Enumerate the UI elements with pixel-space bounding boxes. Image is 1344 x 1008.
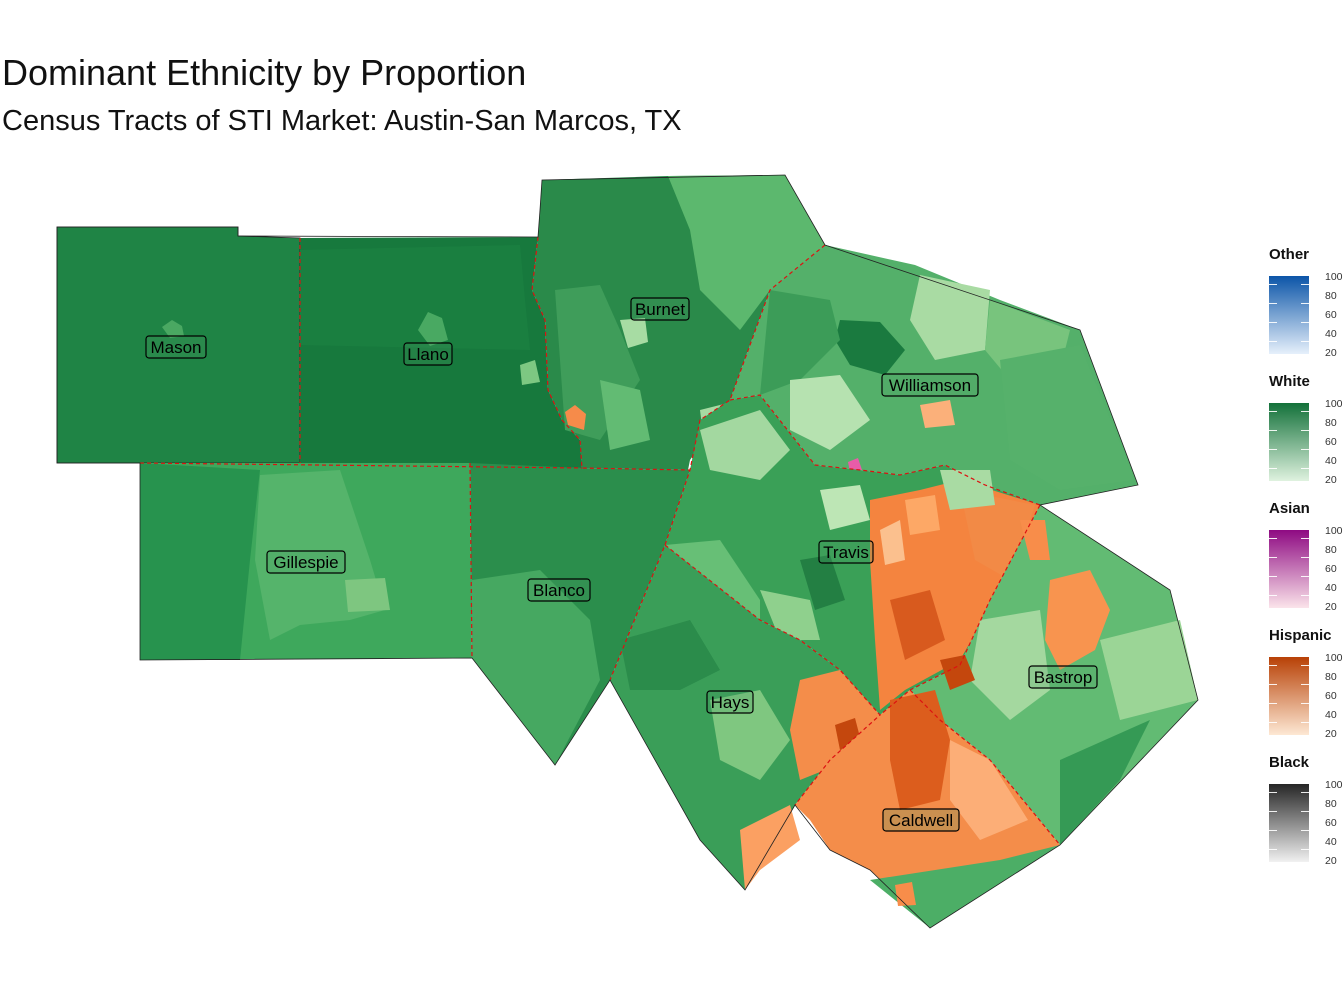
legend-tick: 40 <box>1325 836 1337 848</box>
legend-title: Other <box>1269 246 1310 263</box>
legend-title: White <box>1269 373 1310 390</box>
county-bastrop <box>910 505 1198 845</box>
county-gillespie <box>140 463 472 660</box>
legend-tick: 20 <box>1325 474 1337 486</box>
legend-title: Hispanic <box>1269 627 1332 644</box>
svg-text:Burnet: Burnet <box>635 300 685 319</box>
svg-text:Bastrop: Bastrop <box>1034 668 1093 687</box>
legend-tick: 100 <box>1325 525 1343 537</box>
map-subtitle: Census Tracts of STI Market: Austin-San … <box>2 105 682 137</box>
legend-tick: 40 <box>1325 455 1337 467</box>
legend-tick: 60 <box>1325 817 1337 829</box>
legend-colorbar <box>1269 657 1309 735</box>
county-label-hays: Hays <box>706 690 754 714</box>
county-label-mason: Mason <box>145 335 207 359</box>
legend-black: Black 100 80 60 40 20 <box>1269 752 1344 879</box>
county-llano <box>300 237 582 468</box>
county-label-burnet: Burnet <box>630 297 690 321</box>
county-burnet <box>520 175 825 470</box>
legend-tick: 80 <box>1325 417 1337 429</box>
svg-text:Llano: Llano <box>407 345 449 364</box>
legend-colorbar <box>1269 784 1309 862</box>
county-label-caldwell: Caldwell <box>882 808 960 832</box>
legend-tick: 60 <box>1325 690 1337 702</box>
legend-hispanic: Hispanic 100 80 60 40 20 <box>1269 625 1344 752</box>
legend-title: Asian <box>1269 500 1310 517</box>
county-label-bastrop: Bastrop <box>1028 665 1098 689</box>
county-borders <box>139 236 1061 846</box>
legend-tick: 40 <box>1325 709 1337 721</box>
legend-tick: 20 <box>1325 347 1337 359</box>
legend-tick: 40 <box>1325 328 1337 340</box>
legend-colorbar <box>1269 530 1309 608</box>
map-title: Dominant Ethnicity by Proportion <box>2 52 527 93</box>
legend-tick: 80 <box>1325 798 1337 810</box>
svg-text:Caldwell: Caldwell <box>889 811 953 830</box>
market-outline <box>56 174 1199 929</box>
legend-tick: 60 <box>1325 563 1337 575</box>
legend-asian: Asian 100 80 60 40 20 <box>1269 498 1344 625</box>
legend: Other 100 80 60 40 20 White 100 80 60 40… <box>1269 244 1344 879</box>
legend-tick: 20 <box>1325 728 1337 740</box>
legend-tick: 20 <box>1325 855 1337 867</box>
legend-other: Other 100 80 60 40 20 <box>1269 244 1344 371</box>
legend-tick: 80 <box>1325 671 1337 683</box>
county-blanco <box>470 463 690 765</box>
legend-tick: 80 <box>1325 544 1337 556</box>
county-label-gillespie: Gillespie <box>266 550 346 574</box>
legend-title: Black <box>1269 754 1310 771</box>
county-travis <box>665 395 1040 715</box>
legend-tick: 80 <box>1325 290 1337 302</box>
county-label-llano: Llano <box>403 342 453 366</box>
legend-colorbar <box>1269 403 1309 481</box>
legend-tick: 100 <box>1325 271 1343 283</box>
svg-text:Gillespie: Gillespie <box>273 553 338 572</box>
county-label-travis: Travis <box>818 540 874 564</box>
legend-white: White 100 80 60 40 20 <box>1269 371 1344 498</box>
legend-tick: 100 <box>1325 398 1343 410</box>
county-label-williamson: Williamson <box>881 373 979 397</box>
county-label-blanco: Blanco <box>527 578 591 602</box>
legend-tick: 20 <box>1325 601 1337 613</box>
legend-tick: 60 <box>1325 436 1337 448</box>
legend-tick: 100 <box>1325 779 1343 791</box>
legend-tick: 40 <box>1325 582 1337 594</box>
svg-text:Williamson: Williamson <box>889 376 971 395</box>
svg-text:Mason: Mason <box>150 338 201 357</box>
svg-text:Hays: Hays <box>711 693 750 712</box>
legend-tick: 100 <box>1325 652 1343 664</box>
legend-colorbar <box>1269 276 1309 354</box>
svg-text:Blanco: Blanco <box>533 581 585 600</box>
svg-text:Travis: Travis <box>823 543 869 562</box>
legend-tick: 60 <box>1325 309 1337 321</box>
